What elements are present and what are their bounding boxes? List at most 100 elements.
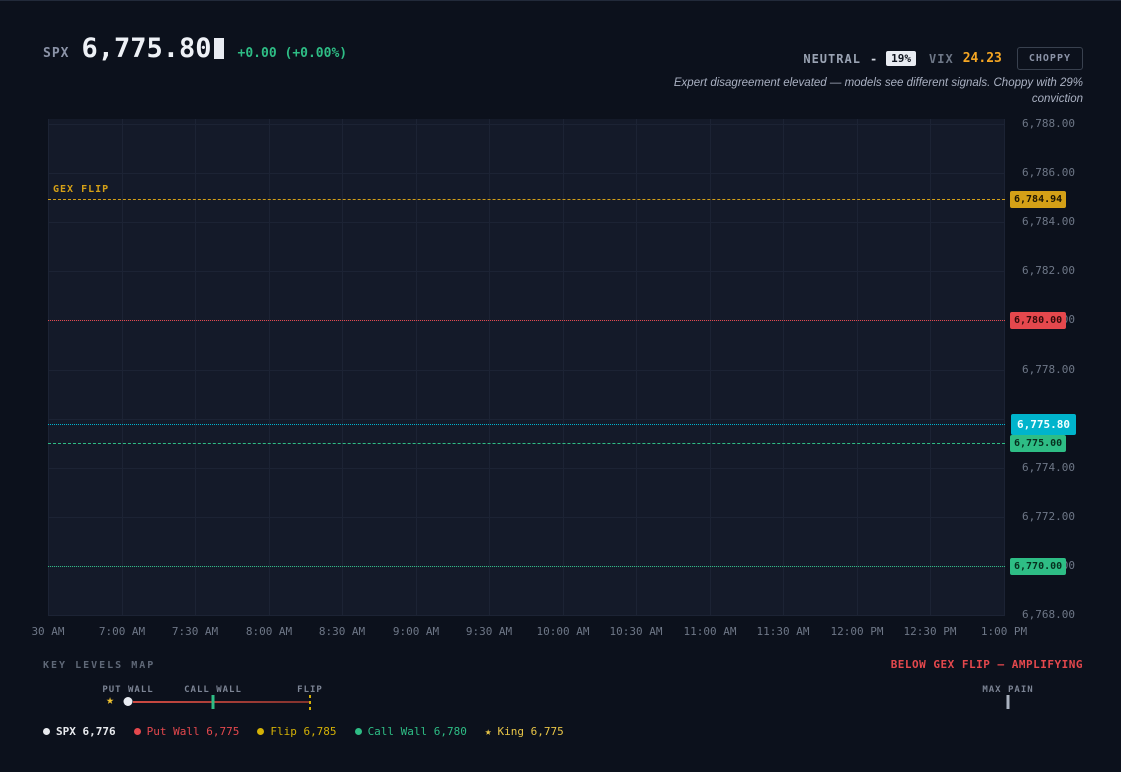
star-icon: ★ <box>484 725 492 738</box>
key-levels-title: KEY LEVELS MAP <box>43 660 156 671</box>
legend-item-king: ★ King 6,775 <box>485 725 564 738</box>
x-axis-label: 7:00 AM <box>98 625 146 638</box>
levels-strip-line <box>133 701 310 703</box>
y-axis-label: 6,770.00 <box>1022 558 1075 572</box>
legend-label: King 6,775 <box>497 725 564 738</box>
strip-label-max-pain: MAX PAIN <box>982 685 1034 695</box>
level-badge-wall-6770: 6,770.00 <box>1010 557 1067 575</box>
plot-area[interactable]: GEX FLIP <box>48 119 1005 616</box>
x-axis-label: 11:30 AM <box>756 625 810 638</box>
y-axis-label: 6,778.00 <box>1022 362 1075 376</box>
y-axis-label: 6,786.00 <box>1022 166 1075 180</box>
y-axis-label: 6,780.00 <box>1022 313 1075 327</box>
dot-icon <box>257 728 265 735</box>
level-badge-wall-6780: 6,780.00 <box>1010 312 1067 330</box>
level-badge-spx-last: 6,775.80 <box>1011 413 1076 435</box>
v-gridline <box>1004 119 1005 615</box>
last-price: 6,775.80 <box>81 33 212 64</box>
v-gridline <box>857 119 858 615</box>
level-line-spx-last <box>48 423 1005 425</box>
legend-item-spx: SPX 6,776 <box>43 725 116 738</box>
vix-label: VIX <box>929 51 954 66</box>
v-gridline <box>489 119 490 615</box>
level-line-wall-6775 <box>48 443 1005 445</box>
x-axis-label: 7:30 AM <box>171 625 219 638</box>
legend-label: Flip 6,785 <box>270 725 337 738</box>
x-axis-label: 1:00 PM <box>980 625 1028 638</box>
y-axis-label: 6,782.00 <box>1022 264 1075 278</box>
v-gridline <box>636 119 637 615</box>
legend-item-call-wall: Call Wall 6,780 <box>354 725 467 738</box>
y-axis-label: 6,784.00 <box>1022 215 1075 229</box>
legend-label: SPX 6,776 <box>56 725 116 738</box>
level-line-wall-6780 <box>48 320 1005 322</box>
y-axis-label: 6,774.00 <box>1022 460 1075 474</box>
y-axis-label: 6,772.00 <box>1022 509 1075 523</box>
strip-tick-call-wall <box>211 695 215 709</box>
level-badge-gex-flip: 6,784.94 <box>1010 191 1067 209</box>
x-axis-label: 8:00 AM <box>245 625 293 638</box>
v-gridline <box>563 119 564 615</box>
legend: SPX 6,776 Put Wall 6,775 Flip 6,785 Call Wa… <box>43 725 564 738</box>
legend-label: Put Wall 6,775 <box>146 725 240 738</box>
symbol-label: SPX <box>43 46 70 61</box>
legend-item-flip: Flip 6,785 <box>257 725 337 738</box>
gex-status: BELOW GEX FLIP — AMPLIFYING <box>890 658 1083 671</box>
v-gridline <box>342 119 343 615</box>
level-label-gex-flip: GEX FLIP <box>53 184 110 196</box>
v-gridline <box>269 119 270 615</box>
x-axis-label: 11:00 AM <box>683 625 737 638</box>
mode-button[interactable]: CHOPPY <box>1016 47 1083 70</box>
h-gridline <box>48 173 1005 175</box>
v-gridline <box>783 119 784 615</box>
strip-label-flip: FLIP <box>297 685 323 695</box>
level-line-wall-6770 <box>48 565 1005 567</box>
h-gridline <box>48 369 1005 371</box>
v-gridline <box>930 119 931 615</box>
x-axis-label: 8:30 AM <box>318 625 366 638</box>
price-block: SPX 6,775.80 +0.00 (+0.00%) <box>43 33 347 64</box>
x-axis-label: 12:00 PM <box>830 625 884 638</box>
subtitle: Expert disagreement elevated — models se… <box>674 75 1083 107</box>
strip-tick-max-pain <box>1006 695 1010 709</box>
h-gridline <box>48 467 1005 469</box>
x-axis-label: 10:30 AM <box>609 625 663 638</box>
x-axis-label: 10:00 AM <box>536 625 590 638</box>
v-gridline <box>710 119 711 615</box>
v-gridline <box>416 119 417 615</box>
legend-label: Call Wall 6,780 <box>367 725 467 738</box>
h-gridline <box>48 516 1005 518</box>
regime-separator: - <box>869 51 878 66</box>
price-cursor <box>213 38 224 59</box>
level-badge-wall-6775: 6,775.00 <box>1010 435 1067 453</box>
h-gridline <box>48 418 1005 420</box>
status-block: NEUTRAL - 19% VIX 24.23 CHOPPY <box>803 47 1083 70</box>
dot-icon <box>133 728 141 735</box>
level-line-gex-flip <box>48 199 1005 201</box>
y-axis-label: 6,768.00 <box>1022 608 1075 621</box>
dot-icon <box>354 728 362 735</box>
x-axis-label: 9:30 AM <box>465 625 513 638</box>
v-gridline <box>195 119 196 615</box>
x-axis-label: 30 AM <box>31 625 65 638</box>
regime-label: NEUTRAL <box>803 51 861 66</box>
v-gridline <box>48 119 49 615</box>
king-star-icon: ★ <box>106 693 114 708</box>
strip-label-call-wall: CALL WALL <box>184 685 242 695</box>
legend-item-put-wall: Put Wall 6,775 <box>133 725 240 738</box>
price-change: +0.00 (+0.00%) <box>237 46 348 61</box>
h-gridline <box>48 271 1005 273</box>
subtitle-line2: conviction <box>1031 93 1083 105</box>
vix-value: 24.23 <box>962 51 1002 66</box>
v-gridline <box>122 119 123 615</box>
conviction-badge: 19% <box>886 51 917 66</box>
strip-label-put-wall: PUT WALL <box>102 685 154 695</box>
x-axis-label: 9:00 AM <box>392 625 440 638</box>
y-axis-label: 6,788.00 <box>1022 117 1075 130</box>
y-axis-label: 6,776.00 <box>1022 411 1075 425</box>
strip-tick-flip <box>309 695 311 711</box>
spot-marker-icon <box>123 697 133 706</box>
h-gridline <box>48 124 1005 125</box>
x-axis-label: 12:30 PM <box>903 625 957 638</box>
